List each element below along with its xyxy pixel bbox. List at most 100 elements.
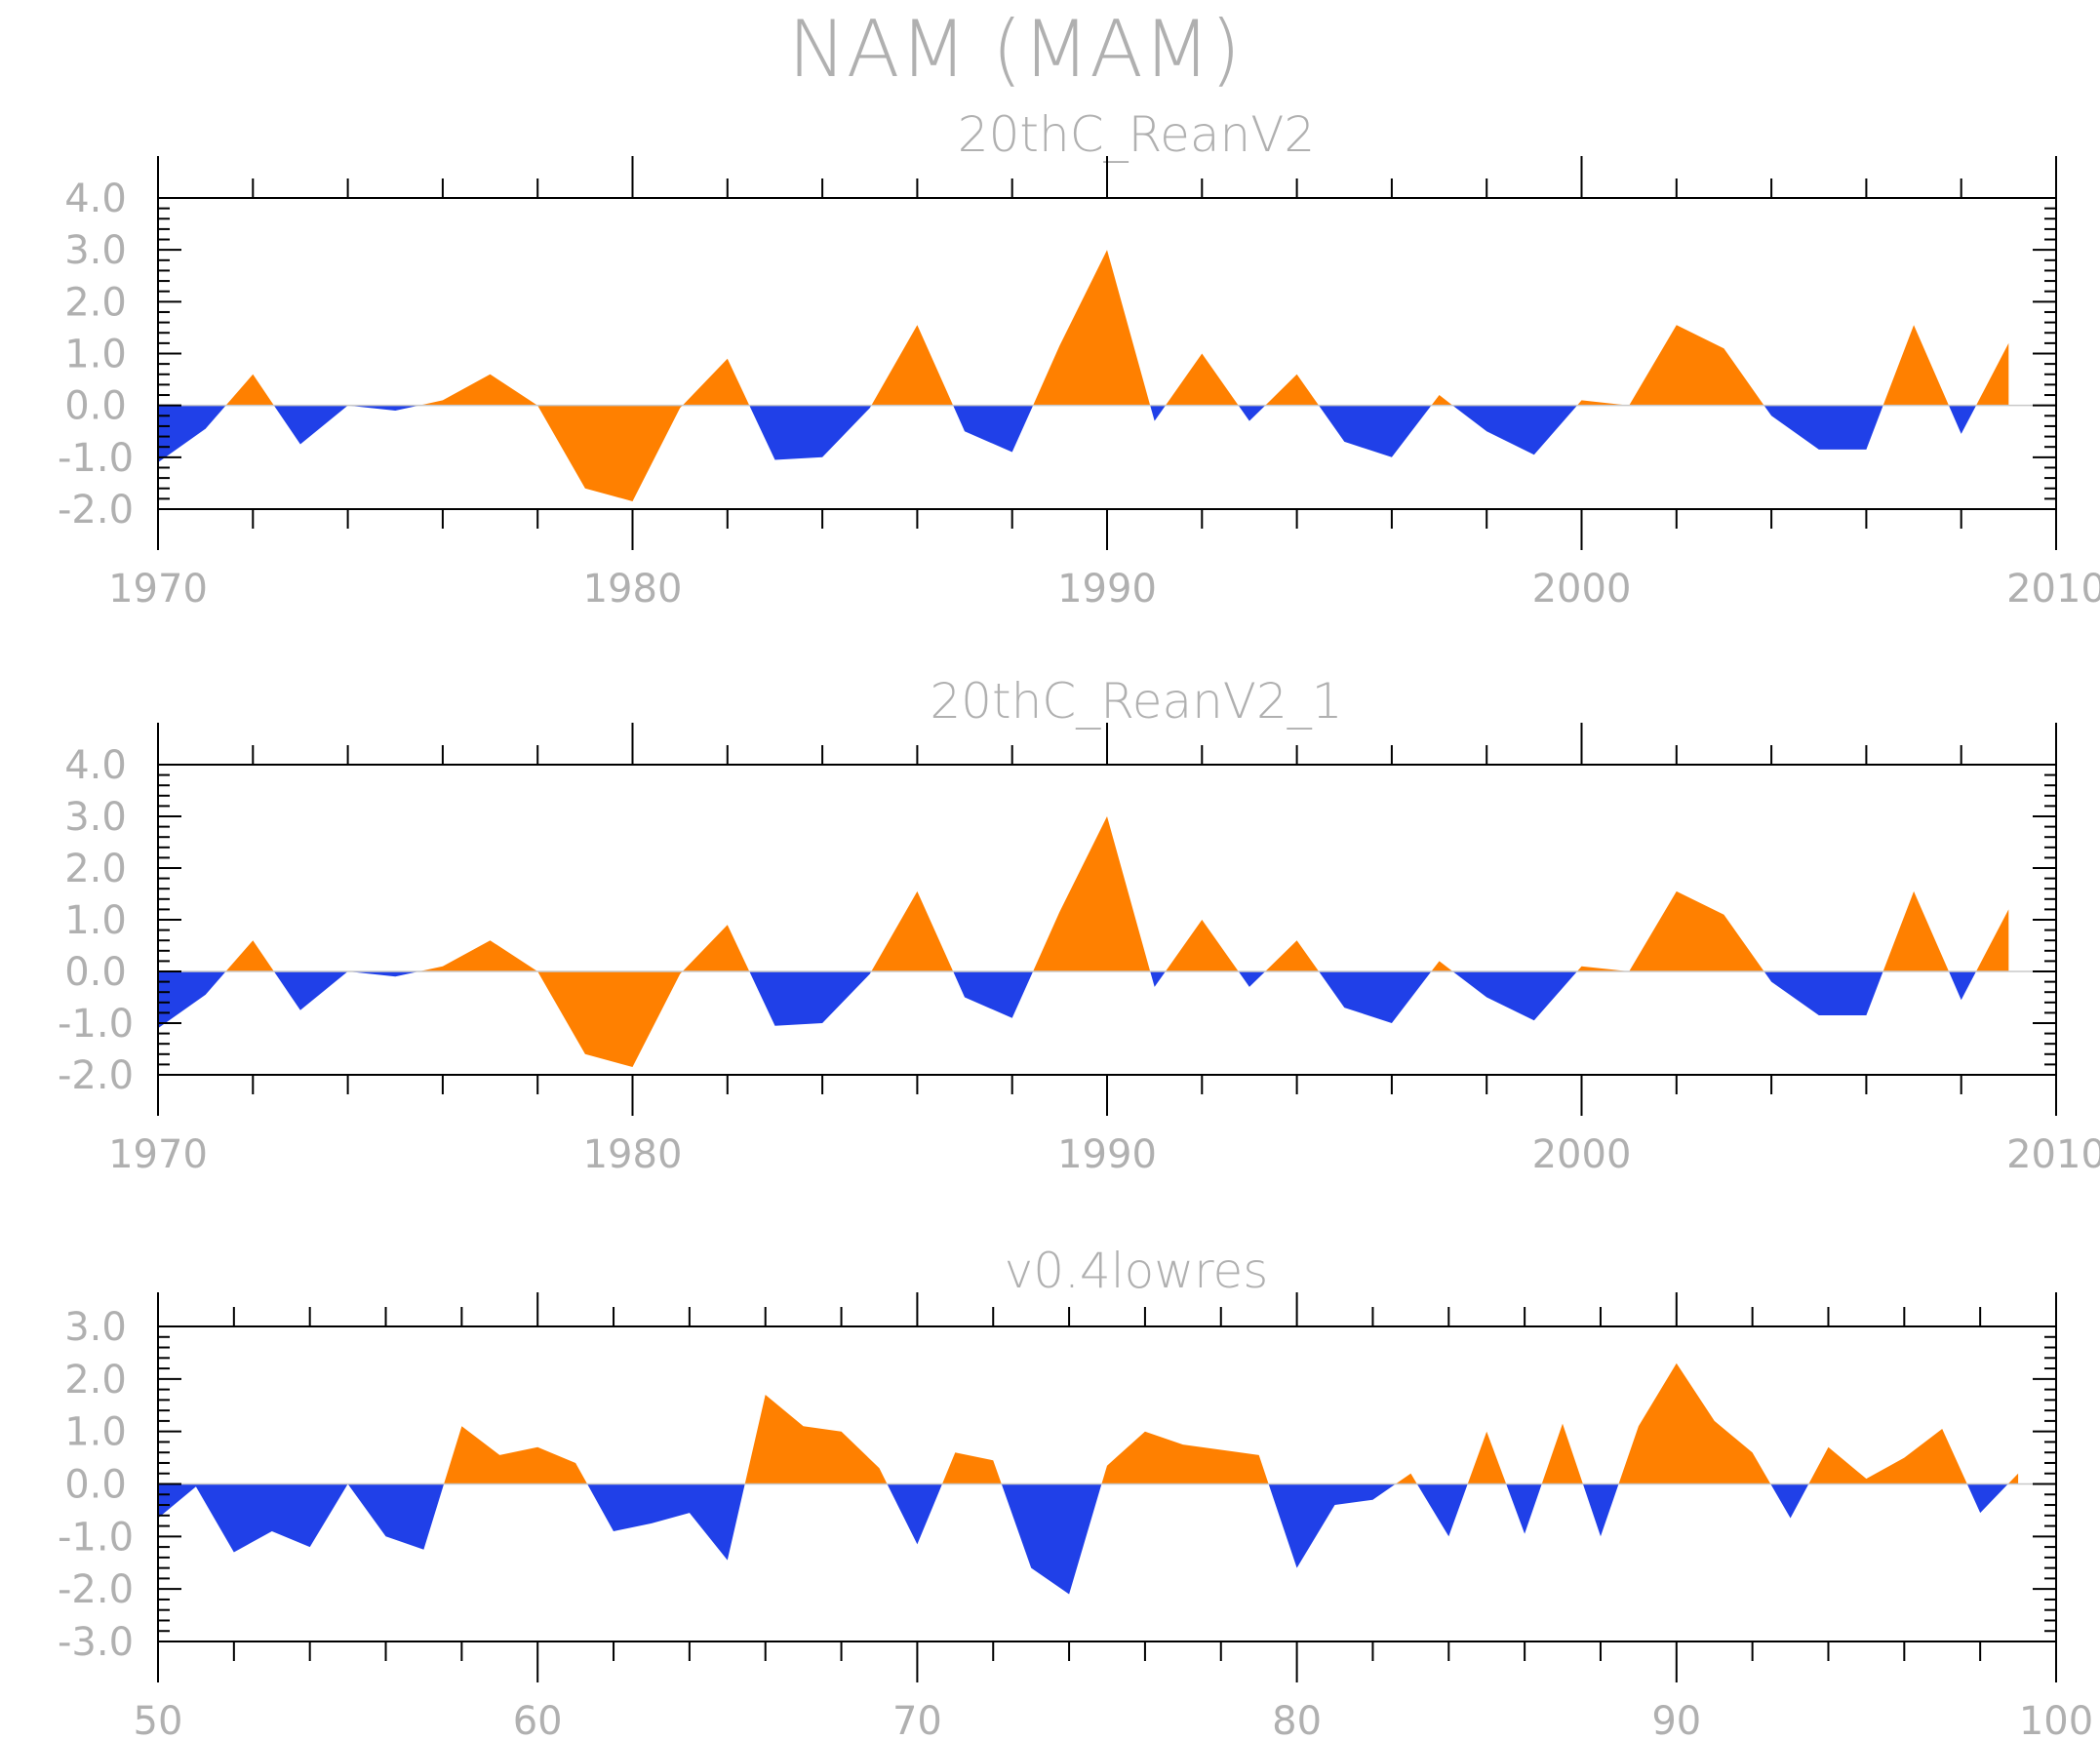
positive-anomaly-area bbox=[744, 1395, 888, 1484]
x-tick-label: 1990 bbox=[1057, 1132, 1157, 1177]
negative-anomaly-area bbox=[273, 971, 419, 1010]
chart-title: 20thC_ReanV2 bbox=[958, 106, 1315, 163]
negative-anomaly-area bbox=[273, 405, 419, 445]
negative-anomaly-area bbox=[953, 405, 1034, 453]
x-tick-label: 70 bbox=[892, 1699, 942, 1740]
y-tick-label: 3.0 bbox=[64, 795, 127, 840]
chart-title: v0.4lowres bbox=[1005, 1243, 1269, 1299]
positive-anomaly-area bbox=[1395, 1473, 1417, 1484]
positive-anomaly-area bbox=[1431, 961, 1453, 971]
positive-anomaly-area bbox=[941, 1452, 1002, 1484]
negative-anomaly-area bbox=[1506, 1483, 1542, 1534]
negative-anomaly-area bbox=[1452, 405, 1577, 455]
negative-anomaly-area bbox=[1763, 405, 1883, 450]
positive-anomaly-area bbox=[444, 1426, 588, 1484]
positive-anomaly-area bbox=[1165, 353, 1239, 406]
positive-anomaly-area bbox=[225, 374, 274, 406]
x-tick-label: 2010 bbox=[2006, 1132, 2100, 1177]
negative-anomaly-area bbox=[887, 1483, 942, 1545]
positive-anomaly-area bbox=[1975, 909, 2009, 971]
negative-anomaly-area bbox=[1966, 1483, 2008, 1514]
negative-anomaly-area bbox=[1268, 1483, 1396, 1568]
x-tick-label: 90 bbox=[1651, 1699, 1701, 1740]
positive-anomaly-area bbox=[225, 940, 274, 971]
negative-anomaly-area bbox=[587, 1483, 745, 1561]
chart-title: 20thC_ReanV2_1 bbox=[930, 673, 1342, 730]
x-tick-label: 1980 bbox=[583, 1132, 683, 1177]
x-tick-label: 1970 bbox=[108, 567, 208, 612]
positive-anomaly-area bbox=[1808, 1429, 1967, 1484]
positive-anomaly-area bbox=[1576, 890, 1764, 971]
x-tick-label: 1970 bbox=[108, 1132, 208, 1177]
negative-anomaly-area bbox=[158, 405, 226, 463]
negative-anomaly-area bbox=[1582, 1483, 1619, 1537]
positive-anomaly-area bbox=[682, 358, 750, 406]
x-tick-label: 60 bbox=[513, 1699, 563, 1740]
negative-anomaly-area bbox=[1763, 971, 1883, 1015]
positive-anomaly-area bbox=[2007, 1473, 2019, 1484]
positive-anomaly-area bbox=[871, 890, 954, 971]
y-tick-label: 3.0 bbox=[64, 228, 127, 273]
x-tick-label: 50 bbox=[134, 1699, 183, 1740]
y-tick-label: 0.0 bbox=[64, 1463, 127, 1508]
y-tick-label: 1.0 bbox=[64, 1410, 127, 1455]
x-tick-label: 80 bbox=[1272, 1699, 1322, 1740]
positive-anomaly-area bbox=[1265, 374, 1320, 406]
y-tick-label: 4.0 bbox=[64, 743, 127, 788]
negative-anomaly-area bbox=[1452, 971, 1577, 1021]
figure-title: NAM (MAM) bbox=[788, 4, 1241, 95]
x-tick-label: 2000 bbox=[1532, 567, 1632, 612]
y-tick-label: -1.0 bbox=[58, 1002, 134, 1047]
y-tick-label: -2.0 bbox=[58, 488, 134, 533]
x-tick-label: 2000 bbox=[1532, 1132, 1632, 1177]
x-tick-label: 2010 bbox=[2006, 567, 2100, 612]
negative-anomaly-area bbox=[1416, 1483, 1468, 1537]
positive-anomaly-area bbox=[1618, 1363, 1771, 1484]
negative-anomaly-area bbox=[1001, 1483, 1102, 1595]
y-tick-label: 0.0 bbox=[64, 950, 127, 995]
x-tick-label: 100 bbox=[2019, 1699, 2093, 1740]
y-tick-label: -1.0 bbox=[58, 436, 134, 481]
y-tick-label: 2.0 bbox=[64, 847, 127, 891]
y-tick-label: 1.0 bbox=[64, 333, 127, 377]
chart-panel-2: 20thC_ReanV2_1 -2.0 -1.0 0.0 1.0 2.0 3.0 4.0 197… bbox=[58, 673, 2100, 1177]
positive-anomaly-area bbox=[418, 940, 683, 1067]
positive-anomaly-area bbox=[1165, 920, 1239, 971]
y-tick-label: -3.0 bbox=[58, 1620, 134, 1665]
x-tick-label: 1990 bbox=[1057, 567, 1157, 612]
y-tick-label: 3.0 bbox=[64, 1305, 127, 1350]
negative-anomaly-area bbox=[1238, 971, 1266, 987]
negative-anomaly-area bbox=[1150, 405, 1166, 421]
negative-anomaly-area bbox=[1948, 971, 1976, 1001]
negative-anomaly-area bbox=[1319, 405, 1432, 457]
negative-anomaly-area bbox=[749, 405, 872, 460]
negative-anomaly-area bbox=[1319, 971, 1432, 1023]
positive-anomaly-area bbox=[1576, 325, 1764, 406]
y-tick-label: 1.0 bbox=[64, 898, 127, 943]
negative-anomaly-area bbox=[1238, 405, 1266, 421]
negative-anomaly-area bbox=[1770, 1483, 1809, 1519]
chart-panel-3: v0.4lowres -3.0 -2.0 -1.0 0.0 1.0 2.0 3.0 50 60 70… bbox=[58, 1243, 2093, 1740]
positive-anomaly-area bbox=[1033, 250, 1151, 406]
y-tick-label: -2.0 bbox=[58, 1567, 134, 1612]
positive-anomaly-area bbox=[418, 374, 683, 501]
positive-anomaly-area bbox=[1882, 325, 1949, 406]
negative-anomaly-area bbox=[749, 971, 872, 1026]
x-tick-label: 1980 bbox=[583, 567, 683, 612]
negative-anomaly-area bbox=[1150, 971, 1166, 987]
positive-anomaly-area bbox=[1431, 395, 1453, 406]
negative-anomaly-area bbox=[953, 971, 1034, 1018]
chart-panel-1: 20thC_ReanV2 -2.0 -1.0 0.0 1.0 2.0 3.0 4.0 1970 1… bbox=[58, 106, 2100, 612]
y-tick-label: 4.0 bbox=[64, 177, 127, 221]
negative-anomaly-area bbox=[158, 1483, 445, 1553]
positive-anomaly-area bbox=[1467, 1431, 1507, 1484]
positive-anomaly-area bbox=[1975, 342, 2009, 406]
negative-anomaly-area bbox=[1948, 405, 1976, 434]
y-tick-label: -2.0 bbox=[58, 1053, 134, 1098]
y-tick-label: 0.0 bbox=[64, 384, 127, 429]
y-tick-label: 2.0 bbox=[64, 1358, 127, 1403]
y-tick-label: -1.0 bbox=[58, 1515, 134, 1560]
y-tick-label: 2.0 bbox=[64, 280, 127, 325]
positive-anomaly-area bbox=[1882, 890, 1949, 971]
